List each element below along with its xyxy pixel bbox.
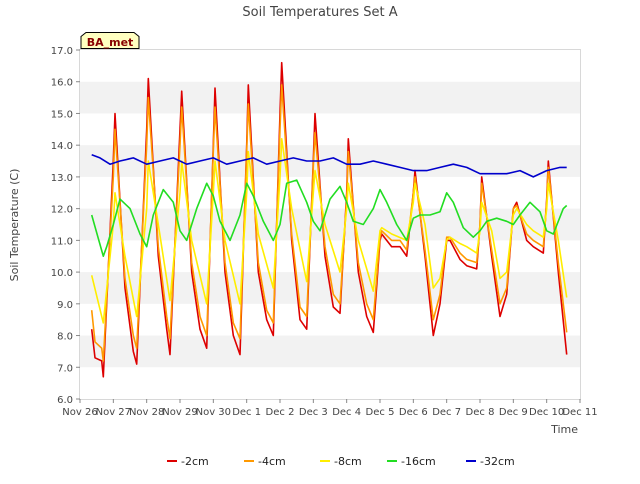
y-tick-label: 12.0: [51, 205, 73, 216]
legend: -2cm -4cm -8cm -16cm -32cm: [167, 455, 515, 468]
y-tick-label: 13.0: [51, 173, 73, 184]
y-tick-label: 17.0: [51, 46, 73, 57]
x-tick-label: Dec 11: [562, 407, 597, 418]
x-tick-label: Dec 10: [529, 407, 564, 418]
y-tick-label: 9.0: [57, 300, 73, 311]
grid-band: [80, 145, 580, 177]
y-tick-label: 7.0: [57, 363, 73, 374]
y-tick-label: 15.0: [51, 109, 73, 120]
y-axis-label: Soil Temperature (C): [8, 169, 21, 282]
y-tick-label: 6.0: [57, 395, 73, 406]
x-tick-label: Dec 9: [499, 407, 528, 418]
x-tick-label: Nov 28: [129, 407, 164, 418]
series-line: [90, 179, 568, 258]
series-line: [91, 153, 567, 178]
series-line: [90, 84, 568, 362]
x-tick-label: Dec 5: [366, 407, 395, 418]
x-tick-label: Dec 1: [232, 407, 261, 418]
series-line: [90, 61, 568, 378]
x-tick-label: Dec 4: [332, 407, 361, 418]
x-tick-label: Nov 30: [196, 407, 231, 418]
x-axis-label: Time: [550, 423, 578, 436]
chart-title: Soil Temperatures Set A: [242, 5, 397, 20]
site-badge-label: BA_met: [87, 36, 134, 49]
y-tick-label: 14.0: [51, 141, 73, 152]
grid-band: [80, 335, 580, 368]
x-tick-label: Nov 29: [162, 407, 197, 418]
y-tick-label: 11.0: [51, 236, 73, 247]
grid-bands: [80, 81, 580, 368]
x-tick-label: Dec 6: [399, 407, 428, 418]
x-tick-label: Dec 3: [299, 407, 328, 418]
x-tick-label: Dec 2: [266, 407, 295, 418]
series-lines: [90, 61, 568, 378]
legend-label: -32cm: [480, 455, 515, 468]
x-tick-label: Dec 8: [466, 407, 495, 418]
y-tick-label: 16.0: [51, 78, 73, 89]
x-tick-label: Nov 26: [62, 407, 97, 418]
y-tick-label: 8.0: [57, 332, 73, 343]
grid-band: [80, 81, 580, 114]
site-badge: BA_met: [80, 32, 140, 49]
y-axis: 6.0 7.0 8.0 9.0 10.0 11.0 12.0 13.0 14.0 15.0 16.0…: [51, 46, 80, 406]
legend-label: -16cm: [401, 455, 436, 468]
grid-band: [80, 208, 580, 241]
series-line: [90, 138, 568, 324]
legend-label: -2cm: [181, 455, 209, 468]
plot-area: [79, 49, 581, 400]
x-tick-label: Dec 7: [432, 407, 461, 418]
site-badge-shape: [80, 32, 140, 49]
y-tick-label: 10.0: [51, 268, 73, 279]
x-tick-label: Nov 27: [96, 407, 131, 418]
legend-label: -4cm: [258, 455, 286, 468]
legend-label: -8cm: [334, 455, 362, 468]
